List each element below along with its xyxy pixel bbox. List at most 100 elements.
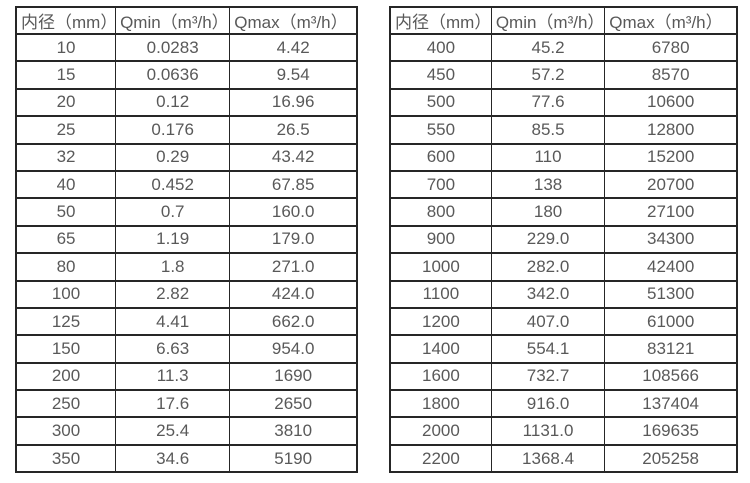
table-cell: 554.1: [490, 334, 606, 364]
table-row: 125 4.41 662.0: [15, 306, 358, 337]
table-cell: 450: [389, 60, 492, 90]
table-cell: 9.54: [229, 60, 358, 90]
table-row: 1600 732.7 108566: [389, 361, 738, 392]
table-cell: 67.85: [229, 169, 358, 200]
header-row: 内径（mm） Qmin（m³/h） Qmax（m³/h）: [15, 6, 358, 35]
table-cell: 61000: [604, 306, 738, 337]
table-cell: 954.0: [229, 334, 358, 364]
table-cell: 0.7: [115, 197, 231, 227]
table-cell: 0.29: [115, 142, 231, 172]
table-cell: 1368.4: [490, 443, 606, 474]
table-cell: 1131.0: [490, 416, 606, 446]
table-cell: 200: [15, 361, 117, 392]
table-row: 500 77.6 10600: [389, 87, 738, 118]
table-row: 150 6.63 954.0: [15, 334, 358, 364]
flow-table-small-diameters: 内径（mm） Qmin（m³/h） Qmax（m³/h） 10 0.0283 4.4…: [15, 6, 358, 474]
table-cell: 350: [15, 443, 117, 474]
table-cell: 108566: [604, 361, 738, 392]
table-cell: 40: [15, 169, 117, 200]
table-cell: 20: [15, 87, 117, 118]
table-cell: 125: [15, 306, 117, 337]
table-cell: 229.0: [490, 224, 606, 255]
table-row: 80 1.8 271.0: [15, 252, 358, 282]
table-cell: 180: [490, 197, 606, 227]
table-cell: 800: [389, 197, 492, 227]
table-cell: 2650: [229, 389, 358, 419]
table-row: 20 0.12 16.96: [15, 87, 358, 118]
table-cell: 424.0: [229, 279, 358, 309]
table-row: 1200 407.0 61000: [389, 306, 738, 337]
table-cell: 662.0: [229, 306, 358, 337]
table-cell: 2200: [389, 443, 492, 474]
column-header-qmax: Qmax（m³/h）: [604, 6, 738, 35]
table-cell: 25: [15, 115, 117, 145]
table-row: 32 0.29 43.42: [15, 142, 358, 172]
table-cell: 300: [15, 416, 117, 446]
table-cell: 110: [490, 142, 606, 172]
table-cell: 1400: [389, 334, 492, 364]
flow-tables-container: 内径（mm） Qmin（m³/h） Qmax（m³/h） 10 0.0283 4.4…: [15, 6, 738, 474]
table-cell: 1.19: [115, 224, 231, 255]
table-cell: 2000: [389, 416, 492, 446]
table-cell: 27100: [604, 197, 738, 227]
table-cell: 10600: [604, 87, 738, 118]
table-cell: 26.5: [229, 115, 358, 145]
table-cell: 1.8: [115, 252, 231, 282]
table-cell: 16.96: [229, 87, 358, 118]
table-row: 200 11.3 1690: [15, 361, 358, 392]
table-cell: 25.4: [115, 416, 231, 446]
table-row: 1000 282.0 42400: [389, 252, 738, 282]
table-row: 700 138 20700: [389, 169, 738, 200]
table-cell: 6780: [604, 32, 738, 63]
table-cell: 4.42: [229, 32, 358, 63]
table-cell: 43.42: [229, 142, 358, 172]
table-row: 2000 1131.0 169635: [389, 416, 738, 446]
table-cell: 0.12: [115, 87, 231, 118]
header-row: 内径（mm） Qmin（m³/h） Qmax（m³/h）: [389, 6, 738, 35]
table-cell: 1100: [389, 279, 492, 309]
table-row: 40 0.452 67.85: [15, 169, 358, 200]
table-cell: 65: [15, 224, 117, 255]
table-cell: 8570: [604, 60, 738, 90]
column-header-qmin: Qmin（m³/h）: [490, 6, 606, 35]
table-row: 50 0.7 160.0: [15, 197, 358, 227]
table-cell: 12800: [604, 115, 738, 145]
table-cell: 1200: [389, 306, 492, 337]
table-row: 10 0.0283 4.42: [15, 32, 358, 63]
table-cell: 42400: [604, 252, 738, 282]
flow-table-large-diameters: 内径（mm） Qmin（m³/h） Qmax（m³/h） 400 45.2 6780…: [389, 6, 738, 474]
table-cell: 500: [389, 87, 492, 118]
table-cell: 15200: [604, 142, 738, 172]
table-cell: 700: [389, 169, 492, 200]
table-cell: 10: [15, 32, 117, 63]
table-cell: 250: [15, 389, 117, 419]
table-row: 65 1.19 179.0: [15, 224, 358, 255]
table-row: 25 0.176 26.5: [15, 115, 358, 145]
table-cell: 169635: [604, 416, 738, 446]
table-cell: 1600: [389, 361, 492, 392]
table-cell: 17.6: [115, 389, 231, 419]
table-row: 100 2.82 424.0: [15, 279, 358, 309]
table-row: 400 45.2 6780: [389, 32, 738, 63]
table-row: 450 57.2 8570: [389, 60, 738, 90]
table-cell: 15: [15, 60, 117, 90]
table-row: 1100 342.0 51300: [389, 279, 738, 309]
table-cell: 2.82: [115, 279, 231, 309]
table-cell: 137404: [604, 389, 738, 419]
table-cell: 0.176: [115, 115, 231, 145]
table-cell: 3810: [229, 416, 358, 446]
table-cell: 100: [15, 279, 117, 309]
table-cell: 179.0: [229, 224, 358, 255]
table-cell: 407.0: [490, 306, 606, 337]
table-cell: 20700: [604, 169, 738, 200]
table-row: 800 180 27100: [389, 197, 738, 227]
table-row: 1800 916.0 137404: [389, 389, 738, 419]
table-cell: 0.0283: [115, 32, 231, 63]
table-cell: 45.2: [490, 32, 606, 63]
table-cell: 342.0: [490, 279, 606, 309]
table-cell: 11.3: [115, 361, 231, 392]
table-cell: 80: [15, 252, 117, 282]
table-row: 550 85.5 12800: [389, 115, 738, 145]
table-cell: 50: [15, 197, 117, 227]
table-row: 300 25.4 3810: [15, 416, 358, 446]
